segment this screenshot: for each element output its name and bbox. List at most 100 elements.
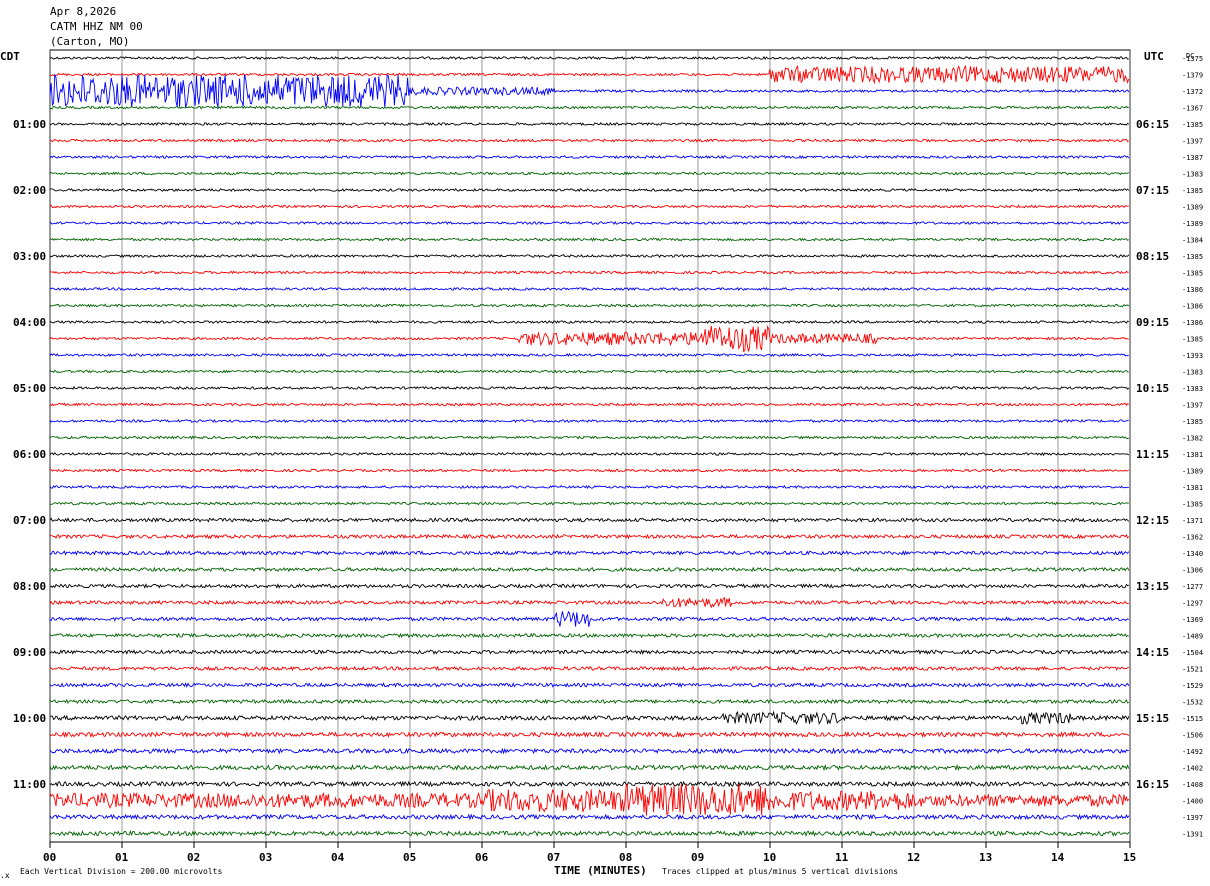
- dc-offset-label: -1492: [1182, 748, 1203, 756]
- utc-hour-label: 14:15: [1136, 646, 1169, 659]
- dc-offset-label: -1297: [1182, 600, 1203, 608]
- header-location: (Carton, MO): [50, 35, 129, 48]
- x-tick-label: 13: [979, 851, 992, 864]
- dc-offset-label: -1381: [1182, 484, 1203, 492]
- dc-offset-label: -1384: [1182, 237, 1203, 245]
- dc-offset-label: -1385: [1182, 121, 1203, 129]
- trace-row: [49, 73, 1130, 108]
- dc-offset-label: -1400: [1182, 798, 1203, 806]
- x-tick-label: 15: [1123, 851, 1136, 864]
- trace-row: [49, 451, 1130, 457]
- cdt-hour-label: 02:00: [13, 184, 46, 197]
- trace-row: [49, 747, 1129, 755]
- dc-offset-label: -1382: [1182, 435, 1203, 443]
- trace-row: [49, 566, 1130, 573]
- trace-row: [49, 682, 1130, 688]
- left-timezone-label: CDT: [0, 50, 20, 63]
- utc-hour-labels: 06:15 07:15 08:15 09:15 10:15 11:15 12:15 13:15…: [1136, 118, 1169, 791]
- trace-row: [49, 286, 1130, 292]
- dc-offset-label: -1371: [1182, 517, 1203, 525]
- x-tick-label: 02: [187, 851, 200, 864]
- header-station: CATM HHZ NM 00: [50, 20, 143, 33]
- dc-offset-label: -1385: [1182, 253, 1203, 261]
- dc-offset-label: -1385: [1182, 187, 1203, 195]
- dc-offset-labels: -1375 -1379 -1372 -1367 -1385 -1397 -1387 -1383…: [1182, 55, 1203, 839]
- utc-hour-label: 15:15: [1136, 712, 1169, 725]
- dc-offset-label: -1389: [1182, 468, 1203, 476]
- trace-row: [49, 138, 1130, 143]
- cdt-hour-label: 03:00: [13, 250, 46, 263]
- dc-offset-label: -1529: [1182, 682, 1203, 690]
- trace-row: [49, 204, 1129, 209]
- x-tick-label: 00: [43, 851, 56, 864]
- cdt-hour-label: 07:00: [13, 514, 46, 527]
- trace-row: [49, 352, 1129, 358]
- clip-note: Traces clipped at plus/minus 5 vertical …: [662, 867, 898, 876]
- trace-row: [49, 763, 1130, 772]
- cdt-hour-label: 05:00: [13, 382, 46, 395]
- trace-row: [49, 105, 1129, 110]
- trace-row: [49, 121, 1130, 127]
- utc-hour-label: 06:15: [1136, 118, 1169, 131]
- cdt-hour-label: 09:00: [13, 646, 46, 659]
- dc-offset-label: -1402: [1182, 765, 1203, 773]
- trace-row: [49, 501, 1129, 506]
- trace-row: [49, 830, 1130, 837]
- trace-row: [49, 783, 1130, 816]
- dc-offset-label: -1385: [1182, 336, 1203, 344]
- right-timezone-label: UTC: [1144, 50, 1164, 63]
- trace-row: [49, 596, 1129, 609]
- trace-row: [49, 698, 1130, 705]
- dc-offset-label: -1375: [1182, 55, 1203, 63]
- dc-offset-label: -1386: [1182, 286, 1203, 294]
- x-tick-label: 10: [763, 851, 776, 864]
- trace-row: [50, 65, 1130, 85]
- x-tick-label: 14: [1051, 851, 1065, 864]
- x-axis-title: TIME (MINUTES): [554, 864, 647, 877]
- trace-row: [49, 550, 1130, 556]
- trace-row: [49, 418, 1130, 424]
- x-tick-label: 01: [115, 851, 129, 864]
- dc-offset-label: -1385: [1182, 270, 1203, 278]
- x-tick-label: 12: [907, 851, 920, 864]
- minute-gridlines: [49, 50, 1131, 842]
- dc-offset-label: -1386: [1182, 303, 1203, 311]
- trace-row: [49, 325, 1129, 353]
- dc-offset-label: -1521: [1182, 666, 1203, 674]
- utc-hour-label: 11:15: [1136, 448, 1169, 461]
- x-tick-label: 07: [547, 851, 560, 864]
- utc-hour-label: 09:15: [1136, 316, 1169, 329]
- scale-note: Each Vertical Division = 200.00 microvol…: [20, 867, 222, 876]
- trace-row: [49, 319, 1130, 325]
- trace-row: [49, 187, 1130, 193]
- trace-row: [49, 730, 1130, 739]
- trace-row: [49, 632, 1130, 639]
- trace-row: [49, 583, 1130, 589]
- dc-offset-label: -1393: [1182, 352, 1203, 360]
- dc-offset-label: -1387: [1182, 154, 1203, 162]
- utc-hour-label: 13:15: [1136, 580, 1169, 593]
- cdt-hour-labels: 01:00 02:00 03:00 04:00 05:00 06:00 07:00 08:00…: [13, 118, 46, 791]
- x-tick-label: 09: [691, 851, 704, 864]
- dc-offset-label: -1340: [1182, 550, 1203, 558]
- dc-offset-label: -1367: [1182, 105, 1203, 113]
- trace-row: [49, 435, 1129, 440]
- trace-row: [49, 171, 1130, 176]
- utc-hour-label: 08:15: [1136, 250, 1169, 263]
- seismic-traces: [49, 55, 1130, 837]
- x-tick-label: 04: [331, 851, 345, 864]
- dc-column-label: DC: [1186, 52, 1194, 60]
- trace-row: [49, 468, 1129, 473]
- cdt-hour-label: 11:00: [13, 778, 46, 791]
- x-tick-label: 05: [403, 851, 416, 864]
- dc-offset-label: -1506: [1182, 732, 1203, 740]
- dc-offset-label: -1408: [1182, 781, 1203, 789]
- dc-offset-label: -1383: [1182, 171, 1203, 179]
- cdt-hour-label: 10:00: [13, 712, 46, 725]
- dc-offset-label: -1385: [1182, 418, 1203, 426]
- dc-offset-label: -1277: [1182, 583, 1203, 591]
- cdt-hour-label: 08:00: [13, 580, 46, 593]
- trace-row: [49, 484, 1129, 490]
- utc-hour-label: 10:15: [1136, 382, 1169, 395]
- dc-offset-label: -1386: [1182, 319, 1203, 327]
